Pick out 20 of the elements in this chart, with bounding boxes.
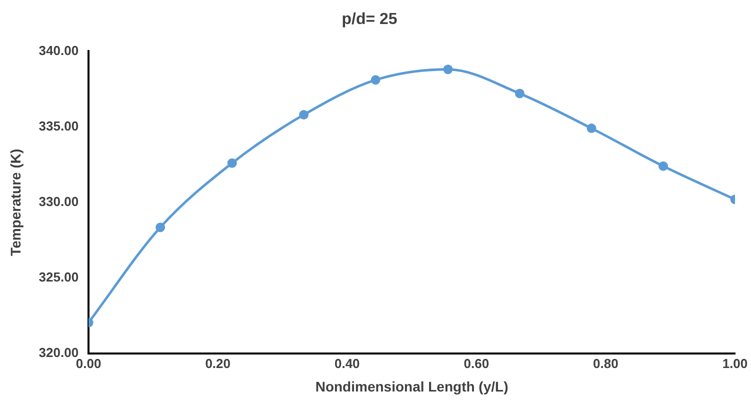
x-tick-label: 0.20	[205, 356, 231, 371]
x-tick-label: 0.60	[464, 356, 490, 371]
y-tick-label: 340.00	[38, 42, 79, 58]
point	[156, 222, 166, 232]
y-axis-title: Temperature (K)	[7, 148, 24, 256]
x-tick-label: 1.00	[722, 356, 748, 371]
x-axis-title: Nondimensional Length (y/L)	[315, 378, 508, 394]
point	[586, 124, 596, 134]
point	[514, 88, 524, 98]
point	[443, 64, 453, 74]
y-tick-label: 325.00	[38, 270, 79, 285]
point	[299, 110, 309, 120]
y-tick-label: 335.00	[38, 118, 79, 134]
y-tick-label: 330.00	[38, 194, 79, 209]
point	[227, 158, 237, 168]
point	[658, 161, 668, 171]
x-tick-label: 0.40	[334, 356, 360, 371]
x-tick-label: 0.80	[593, 356, 618, 371]
chart-title: p/d= 25	[342, 11, 398, 28]
point	[370, 75, 380, 85]
